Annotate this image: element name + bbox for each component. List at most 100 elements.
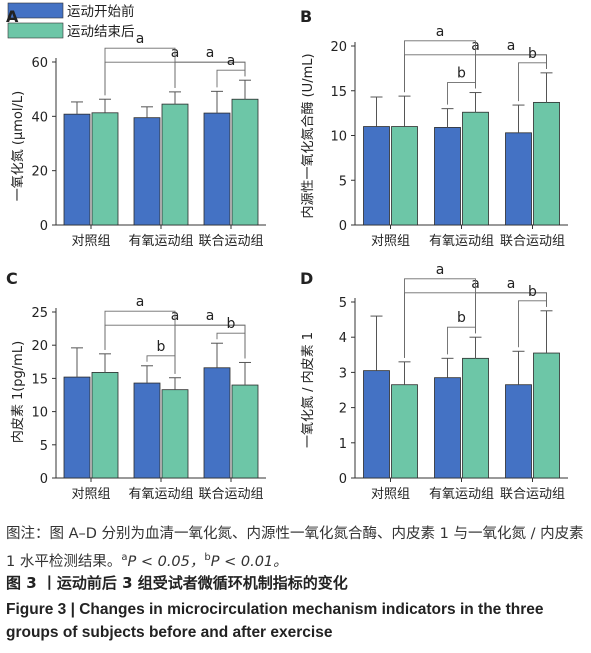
- bar-a-before-0: [63, 113, 91, 226]
- x-tick-label-d-1: 有氧运动组: [429, 487, 494, 502]
- bar-b-before-2: [505, 132, 532, 226]
- y-tick-label-c-5: 5: [40, 439, 48, 454]
- sig-label-c-2: a: [206, 308, 215, 324]
- sig-label-b-2: a: [507, 38, 516, 54]
- sig-label-d-3: b: [457, 310, 466, 326]
- figure-note: 图注：图 A–D 分别为血清一氧化氮、内源性一氧化氮合酶、内皮素 1 与一氧化氮…: [6, 522, 586, 574]
- sig-bracket-d-2: [475, 292, 547, 334]
- note-text: 图注：图 A–D 分别为血清一氧化氮、内源性一氧化氮合酶、内皮素 1 与一氧化氮…: [6, 526, 584, 570]
- bar-c-before-1: [133, 382, 161, 479]
- sig-a-mark: a: [121, 552, 128, 563]
- x-tick-label-a-0: 对照组: [71, 234, 110, 249]
- bar-d-after-1: [462, 357, 489, 479]
- x-tick-label-b-1: 有氧运动组: [429, 234, 494, 249]
- y-tick-label-a-60: 60: [31, 56, 48, 71]
- bar-d-after-2: [533, 352, 560, 479]
- legend-swatch-before: [7, 2, 64, 19]
- y-tick-label-d-5: 5: [339, 296, 347, 311]
- sig-bracket-d-3: [447, 326, 476, 355]
- bar-a-before-2: [203, 112, 231, 226]
- y-tick-label-c-20: 20: [31, 339, 48, 354]
- bar-d-before-0: [363, 370, 390, 479]
- bar-b-before-0: [363, 126, 390, 226]
- y-tick-label-a-20: 20: [31, 165, 48, 180]
- y-tick-label-d-2: 2: [339, 402, 347, 417]
- bar-a-after-1: [161, 103, 189, 226]
- y-tick-label-b-10: 10: [330, 130, 347, 145]
- y-axis-label-d: 一氧化氮 / 内皮素 1: [300, 332, 316, 448]
- y-tick-label-c-0: 0: [40, 472, 48, 487]
- figure-title-cn: 图 3 丨运动前后 3 组受试者微循环机制指标的变化: [6, 574, 348, 592]
- panel-letter-a: A: [6, 7, 19, 26]
- y-tick-label-c-10: 10: [31, 406, 48, 421]
- sig-label-a-1: a: [136, 31, 145, 47]
- sig-bracket-b-2: [475, 54, 547, 89]
- bar-d-before-2: [505, 384, 532, 479]
- sig-bracket-d-4: [518, 300, 547, 348]
- sig-a-text: P < 0.05，: [127, 553, 205, 570]
- x-tick-label-a-1: 有氧运动组: [128, 234, 193, 249]
- sig-label-c-4: b: [227, 316, 236, 332]
- panel-letter-b: B: [300, 7, 312, 26]
- sig-bracket-c-3: [146, 355, 176, 374]
- y-tick-label-d-1: 1: [339, 437, 347, 452]
- bar-c-after-1: [161, 389, 189, 479]
- sig-bracket-c-2: [174, 324, 246, 374]
- y-tick-label-b-5: 5: [339, 174, 347, 189]
- x-tick-label-b-2: 联合运动组: [500, 234, 565, 249]
- y-axis-label-c: 内皮素 1(pg/mL): [10, 341, 26, 443]
- sig-bracket-c-4: [216, 332, 246, 359]
- y-axis-label-b: 内源性一氧化氮合酶 (U/mL): [300, 53, 316, 218]
- x-tick-label-c-1: 有氧运动组: [128, 487, 193, 502]
- x-tick-label-c-0: 对照组: [71, 487, 110, 502]
- bar-d-before-1: [434, 377, 461, 479]
- bar-b-after-0: [391, 126, 418, 226]
- bar-b-after-1: [462, 111, 489, 226]
- x-tick-label-c-2: 联合运动组: [198, 487, 263, 502]
- sig-label-b-4: b: [528, 46, 537, 62]
- legend-label-after: 运动结束后: [67, 24, 135, 40]
- y-tick-label-b-20: 20: [330, 40, 347, 55]
- bar-a-before-1: [133, 117, 161, 226]
- x-tick-label-b-0: 对照组: [371, 234, 410, 249]
- sig-bracket-b-4: [518, 62, 547, 102]
- sig-label-b-1: a: [436, 24, 445, 40]
- sig-label-c-1: a: [136, 294, 145, 310]
- y-tick-label-d-3: 3: [339, 366, 347, 381]
- y-tick-label-a-0: 0: [40, 219, 48, 234]
- bar-c-after-0: [91, 372, 119, 479]
- sig-label-c-3: b: [157, 339, 166, 355]
- sig-label-b-3: b: [457, 66, 466, 82]
- sig-b-text: P < 0.01。: [210, 553, 288, 570]
- y-tick-label-a-40: 40: [31, 110, 48, 125]
- sig-label-d-4: b: [528, 284, 537, 300]
- bar-a-after-2: [231, 98, 259, 226]
- x-tick-label-a-2: 联合运动组: [198, 234, 263, 249]
- bar-c-after-2: [231, 384, 259, 479]
- bar-b-after-2: [533, 101, 560, 226]
- legend-swatch-after: [7, 22, 64, 39]
- sig-b-mark: b: [204, 552, 211, 563]
- bar-a-after-0: [91, 112, 119, 226]
- figure-title-en: Figure 3 | Changes in microcirculation m…: [6, 601, 544, 641]
- y-tick-label-b-0: 0: [339, 219, 347, 234]
- y-tick-label-c-25: 25: [31, 306, 48, 321]
- bar-b-before-1: [434, 127, 461, 226]
- y-tick-label-d-4: 4: [339, 331, 347, 346]
- legend-label-before: 运动开始前: [67, 3, 135, 20]
- y-tick-label-c-15: 15: [31, 372, 48, 387]
- sig-bracket-a-2: [174, 61, 246, 88]
- x-tick-label-d-0: 对照组: [371, 487, 410, 502]
- bar-c-before-2: [203, 367, 231, 479]
- y-tick-label-b-15: 15: [330, 85, 347, 100]
- sig-bracket-a-3: [216, 69, 246, 88]
- sig-label-d-2: a: [507, 276, 516, 292]
- x-tick-label-d-2: 联合运动组: [500, 487, 565, 502]
- sig-label-a-3: a: [227, 53, 236, 69]
- sig-label-d-1: a: [436, 262, 445, 278]
- panel-letter-d: D: [300, 269, 313, 288]
- y-tick-label-d-0: 0: [339, 472, 347, 487]
- bar-c-before-0: [63, 376, 91, 479]
- sig-bracket-a-1: [104, 47, 176, 96]
- sig-bracket-b-3: [447, 82, 476, 105]
